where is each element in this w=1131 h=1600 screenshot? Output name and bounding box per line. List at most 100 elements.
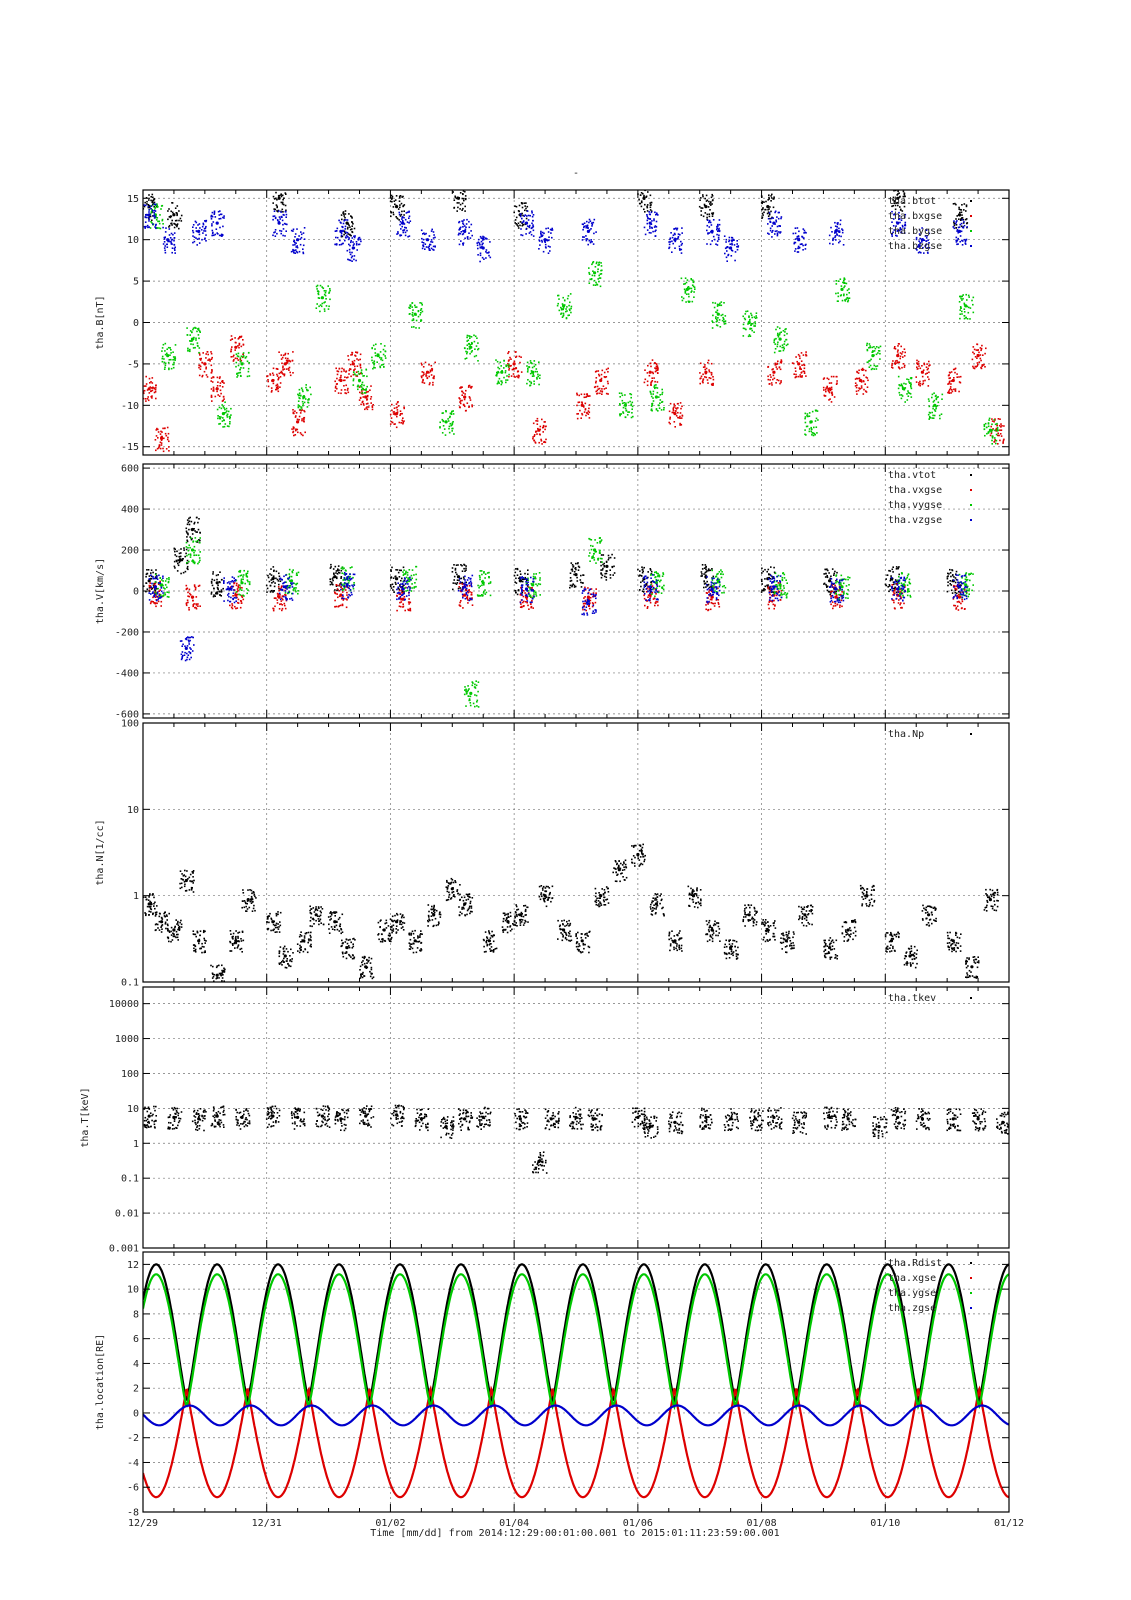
data-point bbox=[391, 403, 393, 406]
data-point bbox=[1003, 438, 1005, 441]
data-point bbox=[361, 393, 364, 395]
data-point bbox=[991, 420, 994, 422]
data-point bbox=[303, 395, 305, 397]
data-point bbox=[377, 354, 379, 357]
data-point bbox=[862, 369, 865, 371]
data-point bbox=[289, 371, 291, 374]
data-point bbox=[360, 388, 363, 391]
data-point bbox=[681, 227, 683, 229]
data-point bbox=[210, 214, 213, 217]
data-point bbox=[322, 287, 325, 290]
data-point bbox=[972, 303, 974, 306]
data-point bbox=[894, 208, 897, 211]
data-point bbox=[328, 305, 330, 308]
data-point bbox=[202, 232, 204, 234]
data-point bbox=[935, 394, 937, 397]
data-point bbox=[901, 210, 904, 212]
data-point bbox=[832, 583, 835, 585]
data-point bbox=[465, 567, 467, 570]
data-point bbox=[277, 386, 279, 389]
data-point bbox=[185, 552, 187, 555]
data-point bbox=[423, 373, 425, 376]
data-point bbox=[927, 398, 930, 400]
data-point bbox=[768, 212, 771, 214]
data-point bbox=[712, 212, 715, 214]
data-point bbox=[585, 396, 587, 398]
data-point bbox=[748, 334, 751, 336]
data-point bbox=[896, 194, 898, 196]
data-point bbox=[207, 359, 209, 361]
data-point bbox=[334, 589, 336, 591]
data-point bbox=[802, 237, 805, 239]
data-point bbox=[428, 363, 430, 366]
data-point bbox=[657, 410, 659, 412]
data-point bbox=[282, 369, 284, 371]
data-point bbox=[569, 577, 572, 579]
data-point bbox=[654, 370, 657, 373]
data-point bbox=[481, 237, 484, 240]
data-point bbox=[196, 238, 199, 240]
data-point bbox=[344, 232, 347, 234]
data-point bbox=[639, 194, 642, 196]
data-point bbox=[799, 374, 801, 376]
data-point bbox=[223, 382, 225, 384]
data-point bbox=[221, 381, 224, 383]
data-point bbox=[192, 235, 194, 237]
data-point bbox=[794, 248, 797, 250]
data-point bbox=[507, 366, 510, 368]
data-point bbox=[680, 244, 683, 246]
data-point bbox=[460, 231, 463, 233]
data-point bbox=[297, 406, 300, 409]
data-point bbox=[656, 369, 659, 371]
data-point bbox=[167, 436, 169, 439]
data-point bbox=[712, 321, 714, 324]
data-point bbox=[815, 409, 818, 412]
data-point bbox=[712, 378, 715, 381]
data-point bbox=[334, 243, 336, 246]
data-point bbox=[550, 229, 553, 231]
data-point bbox=[179, 217, 182, 220]
data-point bbox=[898, 391, 901, 394]
data-point bbox=[307, 389, 309, 392]
data-point bbox=[844, 299, 846, 301]
data-point bbox=[466, 352, 468, 355]
data-point bbox=[361, 381, 364, 384]
data-point bbox=[534, 441, 537, 443]
data-point bbox=[806, 413, 809, 415]
data-point bbox=[302, 251, 304, 254]
data-point bbox=[599, 392, 601, 395]
data-point bbox=[652, 390, 655, 393]
data-point bbox=[596, 385, 599, 388]
data-point bbox=[461, 390, 464, 393]
data-point bbox=[704, 212, 707, 214]
data-point bbox=[401, 216, 404, 218]
data-point bbox=[237, 598, 240, 601]
data-point bbox=[899, 394, 901, 396]
data-point bbox=[961, 299, 963, 301]
data-point bbox=[300, 231, 302, 233]
data-point bbox=[928, 418, 930, 420]
data-point bbox=[244, 356, 247, 359]
data-point bbox=[210, 593, 213, 595]
data-point bbox=[956, 373, 958, 375]
data-point bbox=[429, 382, 431, 384]
data-point bbox=[424, 243, 427, 245]
data-point bbox=[471, 405, 473, 408]
data-point bbox=[279, 229, 281, 232]
data-point bbox=[187, 521, 190, 524]
data-point bbox=[903, 388, 906, 391]
data-point bbox=[592, 261, 595, 263]
data-point bbox=[433, 375, 435, 377]
data-point bbox=[463, 567, 465, 570]
data-point bbox=[469, 352, 471, 355]
data-point bbox=[833, 572, 835, 575]
data-point bbox=[928, 400, 930, 402]
data-point bbox=[454, 196, 457, 198]
data-point bbox=[832, 239, 834, 242]
data-point bbox=[990, 431, 993, 433]
data-point bbox=[160, 442, 163, 444]
data-point bbox=[217, 587, 219, 590]
data-point bbox=[708, 226, 711, 228]
data-point bbox=[292, 428, 295, 430]
data-point bbox=[599, 277, 602, 279]
